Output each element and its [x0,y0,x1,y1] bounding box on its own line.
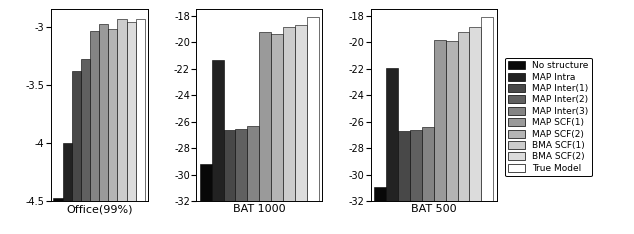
Bar [63,143,72,201]
Bar [247,126,259,201]
Bar [458,32,469,201]
Bar [259,32,271,201]
Bar [90,31,99,201]
Bar [200,164,212,201]
X-axis label: Office(99%): Office(99%) [66,204,133,214]
Legend: No structure, MAP Intra, MAP Inter(1), MAP Inter(2), MAP Inter(3), MAP SCF(1), M: No structure, MAP Intra, MAP Inter(1), M… [505,58,592,176]
Bar [386,68,398,201]
Bar [108,29,117,201]
Bar [117,19,127,201]
Bar [307,17,319,201]
Bar [398,131,410,201]
Bar [410,130,422,201]
X-axis label: BAT 1000: BAT 1000 [233,204,285,214]
Bar [434,40,446,201]
Bar [127,22,136,201]
X-axis label: BAT 500: BAT 500 [411,204,456,214]
Bar [99,25,108,201]
Bar [235,129,247,201]
Bar [469,27,481,201]
Bar [295,25,307,201]
Bar [212,60,224,201]
Bar [481,17,493,201]
Bar [283,27,295,201]
Bar [374,187,386,201]
Bar [446,41,458,201]
Bar [271,34,283,201]
Bar [136,19,145,201]
Bar [81,59,90,201]
Bar [72,71,81,201]
Bar [422,127,434,201]
Bar [53,198,63,201]
Bar [224,130,235,201]
